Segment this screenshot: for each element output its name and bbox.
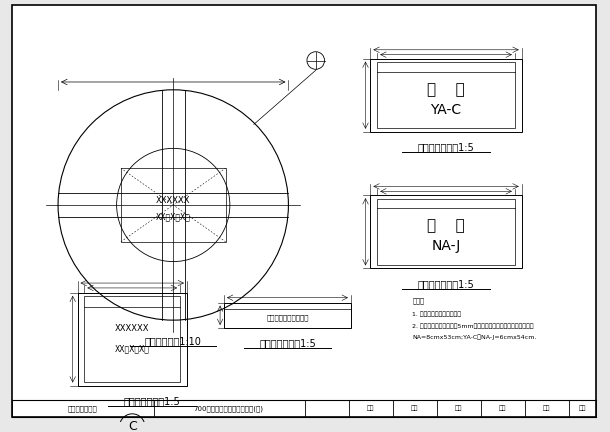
Text: 井箅铸字大样1:10: 井箅铸字大样1:10 xyxy=(145,337,202,346)
Text: 1. 铸字方式采用通用标准。: 1. 铸字方式采用通用标准。 xyxy=(412,311,462,317)
Text: 校核: 校核 xyxy=(455,406,462,411)
Bar xyxy=(377,62,515,128)
Bar xyxy=(370,195,522,268)
Text: XX年X月X日: XX年X月X日 xyxy=(156,212,191,221)
Text: 审核: 审核 xyxy=(411,406,418,411)
Text: 井盖面铸字大样1:5: 井盖面铸字大样1:5 xyxy=(418,279,475,289)
Text: 广州市市政供热总管局: 广州市市政供热总管局 xyxy=(266,315,309,321)
Text: XX年X月X日: XX年X月X日 xyxy=(115,344,149,353)
Text: 雨    水: 雨 水 xyxy=(427,82,465,97)
Text: 井盖面铸字大样1:5: 井盖面铸字大样1:5 xyxy=(123,396,180,406)
Text: XXXXXX: XXXXXX xyxy=(156,196,190,205)
Bar xyxy=(84,296,180,382)
Text: NA=8cmx53cm;YA-C、NA-J=6cmx54cm.: NA=8cmx53cm;YA-C、NA-J=6cmx54cm. xyxy=(412,335,537,340)
Bar xyxy=(224,302,351,328)
Bar xyxy=(77,293,187,385)
Text: 井盖面铸字大样1:5: 井盖面铸字大样1:5 xyxy=(259,339,316,349)
Bar xyxy=(121,168,226,242)
Text: XXXXXX: XXXXXX xyxy=(115,324,149,333)
Text: 日期: 日期 xyxy=(578,406,586,411)
Text: 备注：: 备注： xyxy=(412,298,425,304)
Bar xyxy=(370,59,522,132)
Text: NA-J: NA-J xyxy=(431,239,461,254)
Text: 井盖面铸字大样1:5: 井盖面铸字大样1:5 xyxy=(418,143,475,152)
Text: 制图: 制图 xyxy=(543,406,550,411)
Text: 污    水: 污 水 xyxy=(427,219,465,233)
Bar xyxy=(377,199,515,265)
Text: C: C xyxy=(128,420,137,432)
Text: 700检查井盖、井箅座设计图(二): 700检查井盖、井箅座设计图(二) xyxy=(194,405,264,412)
Text: 2. 井盖面铸字凹陷深度约5mm，铸字规格，雨水井盖铸字为雨水，: 2. 井盖面铸字凹陷深度约5mm，铸字规格，雨水井盖铸字为雨水， xyxy=(412,323,534,329)
Text: 审定: 审定 xyxy=(367,406,375,411)
Text: YA-C: YA-C xyxy=(431,103,462,117)
Text: 设计: 设计 xyxy=(499,406,506,411)
Text: 排水工程通用图: 排水工程通用图 xyxy=(68,405,98,412)
